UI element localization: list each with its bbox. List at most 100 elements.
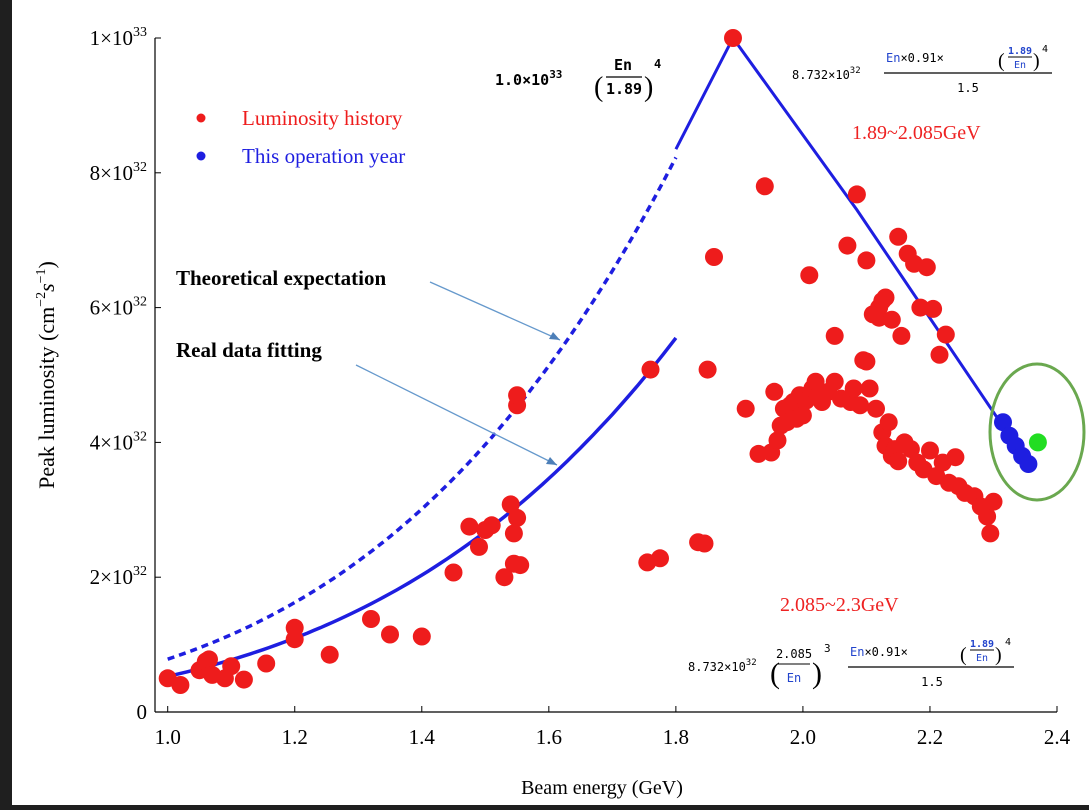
current-year-point bbox=[994, 413, 1012, 432]
realfit-arrow bbox=[355, 364, 558, 466]
f3-in-num: 2.085 bbox=[776, 647, 812, 661]
history-point bbox=[879, 413, 898, 432]
history-point bbox=[381, 625, 399, 644]
f3-den: 1.5 bbox=[921, 675, 943, 689]
f1-pow: 4 bbox=[654, 57, 661, 71]
f3-pow: 3 bbox=[824, 642, 831, 655]
history-point bbox=[892, 326, 911, 345]
f2-inner-den: En bbox=[1014, 60, 1026, 71]
formula-high: 8.732×1032 ( 2.085 En ) 3 En×0.91× ( 1.8… bbox=[688, 637, 1014, 690]
data-points bbox=[158, 29, 1047, 694]
history-point bbox=[705, 248, 723, 266]
theoretical-fit-curve bbox=[167, 156, 678, 661]
f3-in2-num: 1.89 bbox=[970, 639, 994, 650]
history-point bbox=[320, 645, 339, 664]
x-tick-label: 2.2 bbox=[917, 725, 943, 749]
formula-peak: 8.732×1032 En×0.91× ( 1.89 En ) 4 1.5 bbox=[792, 44, 1052, 95]
history-point bbox=[857, 251, 876, 270]
history-point bbox=[882, 310, 901, 329]
x-tick-label: 1.2 bbox=[282, 725, 308, 749]
formula-theory: 1.0×1033 ( En 1.89 ) 4 bbox=[495, 56, 661, 103]
history-point bbox=[860, 379, 879, 398]
f3-numerator: En×0.91× bbox=[850, 645, 908, 659]
history-point bbox=[755, 177, 774, 196]
history-point bbox=[508, 508, 527, 527]
history-point bbox=[482, 516, 501, 535]
y-axis-label-text: Peak luminosity (cm bbox=[34, 307, 59, 489]
history-point bbox=[867, 399, 885, 418]
f1-den: 1.89 bbox=[606, 80, 642, 98]
history-point bbox=[495, 568, 514, 587]
history-point bbox=[876, 288, 895, 307]
highlight-point bbox=[1028, 433, 1047, 452]
history-point bbox=[917, 258, 936, 277]
f1-num: En bbox=[614, 56, 632, 74]
history-point bbox=[847, 185, 866, 204]
history-point bbox=[257, 654, 276, 673]
x-tick-label: 1.8 bbox=[663, 725, 689, 749]
chart-frame: 1.0 1.2 1.4 1.6 1.8 2.0 2.2 2.4 0 2×1032 4×1032 6×… bbox=[12, 0, 1089, 805]
history-point bbox=[936, 325, 955, 344]
history-point bbox=[825, 372, 844, 391]
f3-lparen: ( bbox=[770, 657, 780, 690]
y-axis-label-exp1: −2 bbox=[34, 292, 49, 307]
current-year-point bbox=[1019, 455, 1038, 473]
history-point bbox=[736, 399, 755, 418]
history-point bbox=[698, 360, 717, 379]
history-point bbox=[825, 326, 844, 345]
y-tick-label: 4×1032 bbox=[90, 429, 147, 454]
f2-inner-lparen: ( bbox=[998, 50, 1005, 72]
f1-rparen: ) bbox=[644, 72, 653, 103]
history-point bbox=[501, 495, 520, 514]
history-point bbox=[800, 266, 819, 285]
history-point bbox=[768, 431, 787, 450]
f2-numerator: En×0.91× bbox=[886, 51, 944, 65]
real-data-fit-curve bbox=[167, 336, 678, 679]
f1-lparen: ( bbox=[594, 72, 603, 103]
realfit-arrowhead bbox=[546, 457, 557, 465]
f3-coef: 8.732×1032 bbox=[688, 658, 757, 674]
history-point bbox=[511, 556, 530, 575]
f3-inner2-rparen: ) bbox=[995, 644, 1002, 666]
history-point bbox=[222, 657, 241, 676]
theory-label: Theoretical expectation bbox=[176, 266, 386, 290]
history-point bbox=[844, 379, 863, 398]
history-point bbox=[978, 507, 997, 526]
history-point bbox=[901, 440, 920, 459]
theory-arrowhead bbox=[549, 332, 560, 340]
history-point bbox=[857, 352, 876, 371]
history-point bbox=[641, 360, 660, 379]
history-point bbox=[460, 517, 479, 536]
f3-in2-den: En bbox=[976, 653, 988, 664]
legend-marker-history bbox=[196, 113, 206, 123]
legend-label-history: Luminosity history bbox=[242, 106, 403, 130]
x-tick-label: 2.0 bbox=[790, 725, 816, 749]
history-point bbox=[234, 670, 253, 689]
y-axis-label-s: s bbox=[34, 283, 59, 292]
history-point bbox=[504, 524, 523, 543]
history-point bbox=[470, 537, 488, 556]
history-point bbox=[930, 345, 949, 364]
f3-in-den: En bbox=[787, 671, 801, 685]
legend-marker-current bbox=[196, 151, 206, 161]
y-tick-label: 0 bbox=[137, 700, 148, 724]
history-point bbox=[793, 406, 812, 425]
history-point bbox=[946, 448, 965, 467]
f3-inner2-lparen: ( bbox=[960, 644, 967, 666]
history-point bbox=[200, 650, 218, 669]
history-point bbox=[889, 227, 908, 246]
history-point bbox=[508, 386, 527, 405]
x-tick-label: 1.0 bbox=[155, 725, 181, 749]
y-tick-label: 1×1033 bbox=[90, 25, 147, 50]
history-point bbox=[444, 563, 463, 582]
theory-arrow bbox=[429, 281, 561, 341]
y-axis-label: Peak luminosity (cm−2s−1) bbox=[34, 261, 59, 489]
history-point bbox=[981, 524, 1000, 543]
history-point bbox=[724, 29, 742, 47]
y-tick-label: 2×1032 bbox=[90, 564, 147, 589]
realfit-label: Real data fitting bbox=[176, 338, 322, 362]
history-point bbox=[651, 549, 669, 568]
history-point bbox=[851, 396, 870, 415]
history-point bbox=[921, 441, 939, 460]
x-tick-label: 2.4 bbox=[1044, 725, 1071, 749]
